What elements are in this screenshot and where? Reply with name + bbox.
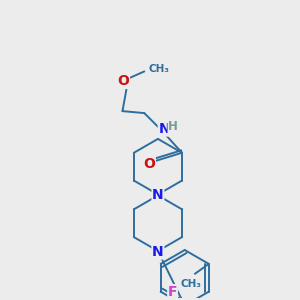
- Text: methoxy: methoxy: [152, 67, 158, 68]
- Text: H: H: [168, 121, 178, 134]
- Text: O: O: [143, 157, 155, 171]
- Text: N: N: [152, 245, 164, 259]
- Text: CH₃: CH₃: [180, 279, 201, 289]
- Text: O: O: [118, 74, 129, 88]
- Text: N: N: [152, 188, 164, 203]
- Text: F: F: [168, 285, 177, 299]
- Text: N: N: [158, 122, 170, 136]
- Text: CH₃: CH₃: [148, 64, 169, 74]
